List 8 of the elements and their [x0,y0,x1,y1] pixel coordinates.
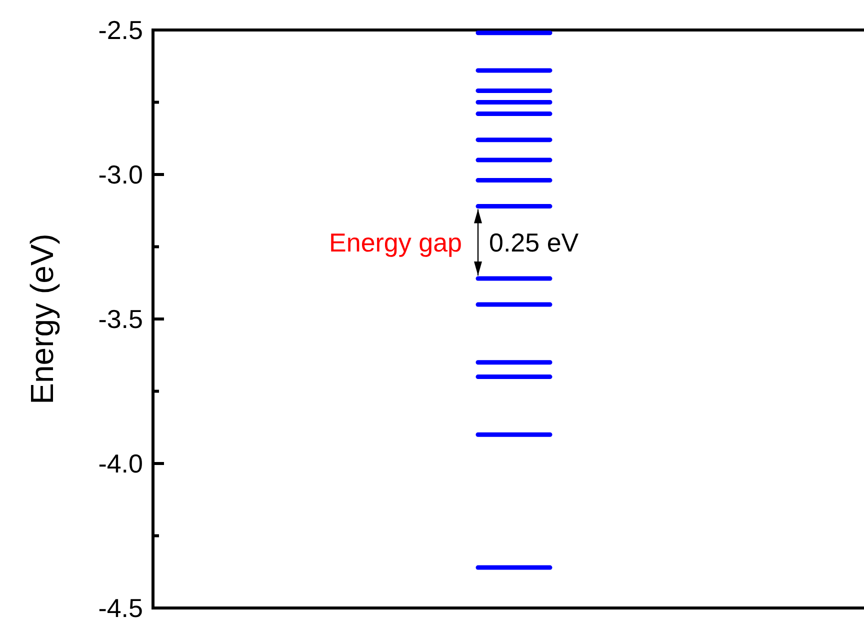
y-tick-label: -2.5 [98,15,143,46]
y-tick-label: -3.0 [98,160,143,190]
y-tick-label: -3.5 [98,304,143,334]
annotation: 0.25 eV [489,228,580,258]
y-tick-label: -4.5 [98,593,143,624]
y-tick-label: -4.0 [98,448,143,479]
annotation: Energy gap [329,228,462,258]
y-axis-title: Energy (eV) [24,234,60,404]
